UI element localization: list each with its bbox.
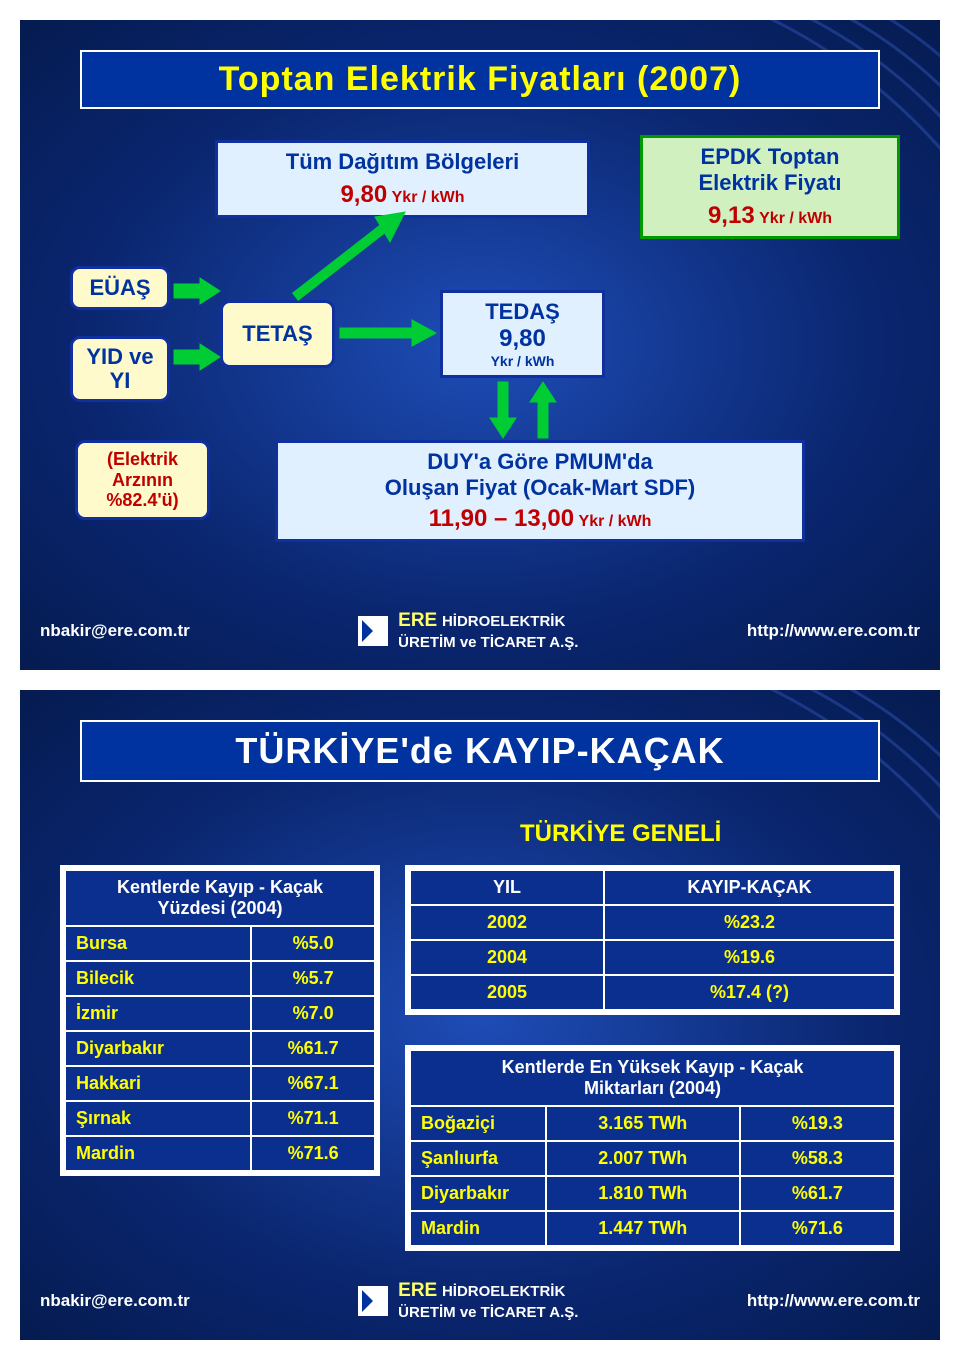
tetas-box: TETAŞ xyxy=(220,300,335,368)
logo-icon xyxy=(358,616,388,646)
table-cell-city: Bursa xyxy=(65,926,251,961)
table-cell-amount: 1.447 TWh xyxy=(546,1211,740,1246)
table-cell-pct: %19.3 xyxy=(740,1106,895,1141)
footer-email-2: nbakir@ere.com.tr xyxy=(40,1291,190,1311)
slide2-footer: nbakir@ere.com.tr ERE HİDROELEKTRİK ÜRET… xyxy=(20,1280,940,1322)
supply-l3: %82.4'ü) xyxy=(88,490,197,511)
duy-l2: Oluşan Fiyat (Ocak-Mart SDF) xyxy=(288,475,792,501)
logo-icon-2 xyxy=(358,1286,388,1316)
supply-l1: (Elektrik xyxy=(88,449,197,470)
table-cell-city: Bilecik xyxy=(65,961,251,996)
table-cell-pct: %71.6 xyxy=(740,1211,895,1246)
table-cell-pct: %61.7 xyxy=(251,1031,375,1066)
duy-value: 11,90 – 13,00 xyxy=(429,505,574,532)
arrow-tedas-duy-down xyxy=(490,382,516,443)
slide-title-text: Toptan Elektrik Fiyatları (2007) xyxy=(219,60,742,98)
table-cell-pct: %58.3 xyxy=(740,1141,895,1176)
epdk-unit: Ykr / kWh xyxy=(759,210,832,227)
table-cell-city: Boğaziçi xyxy=(410,1106,546,1141)
brand-sub1-2: HİDROELEKTRİK xyxy=(442,1283,565,1300)
arrow-yid-tetas xyxy=(174,344,220,375)
brand-name: ERE xyxy=(398,610,437,631)
slide-footer: nbakir@ere.com.tr ERE HİDROELEKTRİK ÜRET… xyxy=(20,610,940,652)
tedas-value: 9,80 xyxy=(453,325,592,353)
tetas-label: TETAŞ xyxy=(242,321,312,347)
year-col2: KAYIP-KAÇAK xyxy=(604,870,895,905)
left-hdr-l2: Yüzdesi (2004) xyxy=(157,898,282,918)
regions-box: Tüm Dağıtım Bölgeleri 9,80 Ykr / kWh xyxy=(215,140,590,218)
table-cell-loss: %19.6 xyxy=(604,940,895,975)
table-cell-year: 2002 xyxy=(410,905,604,940)
regions-unit: Ykr / kWh xyxy=(392,189,465,206)
yid-label: YID ve YI xyxy=(86,344,153,393)
arrow-euas-tetas xyxy=(174,278,220,309)
epdk-l1: EPDK Toptan xyxy=(653,144,887,170)
regions-value: 9,80 xyxy=(340,181,387,208)
year-col1: YIL xyxy=(410,870,604,905)
table-cell-pct: %7.0 xyxy=(251,996,375,1031)
footer-brand-2: ERE HİDROELEKTRİK ÜRETİM ve TİCARET A.Ş. xyxy=(358,1280,578,1322)
brand-sub2: ÜRETİM ve TİCARET A.Ş. xyxy=(398,634,578,651)
arrow-tetas-tedas xyxy=(340,320,436,351)
left-hdr-l1: Kentlerde Kayıp - Kaçak xyxy=(117,877,323,897)
max-hdr-l2: Miktarları (2004) xyxy=(584,1078,721,1098)
euas-label: EÜAŞ xyxy=(89,275,150,300)
max-table: Kentlerde En Yüksek Kayıp - Kaçak Miktar… xyxy=(405,1045,900,1251)
overall-title: TÜRKİYE GENELİ xyxy=(520,820,721,848)
year-table: YIL KAYIP-KAÇAK 2002%23.22004%19.62005%1… xyxy=(405,865,900,1015)
table-cell-city: Mardin xyxy=(410,1211,546,1246)
arrow-tetas-regions xyxy=(290,212,410,307)
table-cell-loss: %23.2 xyxy=(604,905,895,940)
footer-email: nbakir@ere.com.tr xyxy=(40,621,190,641)
table-cell-year: 2004 xyxy=(410,940,604,975)
table-cell-city: Mardin xyxy=(65,1136,251,1171)
table-cell-amount: 3.165 TWh xyxy=(546,1106,740,1141)
table-cell-pct: %5.7 xyxy=(251,961,375,996)
brand-sub2-2: ÜRETİM ve TİCARET A.Ş. xyxy=(398,1304,578,1321)
duy-l1: DUY'a Göre PMUM'da xyxy=(288,449,792,475)
duy-box: DUY'a Göre PMUM'da Oluşan Fiyat (Ocak-Ma… xyxy=(275,440,805,542)
slide2-title: TÜRKİYE'de KAYIP-KAÇAK xyxy=(80,720,880,782)
brand-name-2: ERE xyxy=(398,1280,437,1301)
tedas-label: TEDAŞ xyxy=(453,299,592,325)
yid-box: YID ve YI xyxy=(70,336,170,402)
epdk-l2: Elektrik Fiyatı xyxy=(653,170,887,196)
footer-url: http://www.ere.com.tr xyxy=(747,621,920,641)
table-cell-pct: %71.1 xyxy=(251,1101,375,1136)
max-hdr-l1: Kentlerde En Yüksek Kayıp - Kaçak xyxy=(502,1057,804,1077)
brand-sub1: HİDROELEKTRİK xyxy=(442,613,565,630)
table-cell-city: Şanlıurfa xyxy=(410,1141,546,1176)
footer-brand: ERE HİDROELEKTRİK ÜRETİM ve TİCARET A.Ş. xyxy=(358,610,578,652)
slide-2: TÜRKİYE'de KAYIP-KAÇAK TÜRKİYE GENELİ Ke… xyxy=(20,690,940,1340)
euas-box: EÜAŞ xyxy=(70,266,170,310)
table-cell-city: Hakkari xyxy=(65,1066,251,1101)
footer-url-2: http://www.ere.com.tr xyxy=(747,1291,920,1311)
table-cell-amount: 1.810 TWh xyxy=(546,1176,740,1211)
supply-l2: Arzının xyxy=(88,470,197,491)
left-table: Kentlerde Kayıp - Kaçak Yüzdesi (2004) B… xyxy=(60,865,380,1176)
supply-note: (Elektrik Arzının %82.4'ü) xyxy=(75,440,210,520)
table-cell-year: 2005 xyxy=(410,975,604,1010)
table-cell-pct: %71.6 xyxy=(251,1136,375,1171)
table-cell-loss: %17.4 (?) xyxy=(604,975,895,1010)
epdk-box: EPDK Toptan Elektrik Fiyatı 9,13 Ykr / k… xyxy=(640,135,900,239)
table-cell-pct: %61.7 xyxy=(740,1176,895,1211)
table-cell-city: Şırnak xyxy=(65,1101,251,1136)
regions-line1: Tüm Dağıtım Bölgeleri xyxy=(228,149,577,175)
tedas-unit: Ykr / kWh xyxy=(453,353,592,369)
tedas-box: TEDAŞ 9,80 Ykr / kWh xyxy=(440,290,605,378)
arrow-duy-tedas-up xyxy=(530,382,556,443)
table-cell-pct: %5.0 xyxy=(251,926,375,961)
table-cell-pct: %67.1 xyxy=(251,1066,375,1101)
table-cell-amount: 2.007 TWh xyxy=(546,1141,740,1176)
slide-title: Toptan Elektrik Fiyatları (2007) xyxy=(80,50,880,109)
epdk-value: 9,13 xyxy=(708,202,755,229)
duy-unit: Ykr / kWh xyxy=(579,513,652,530)
slide-1: Toptan Elektrik Fiyatları (2007) Tüm Dağ… xyxy=(20,20,940,670)
slide2-title-text: TÜRKİYE'de KAYIP-KAÇAK xyxy=(235,730,724,771)
table-cell-city: İzmir xyxy=(65,996,251,1031)
table-cell-city: Diyarbakır xyxy=(410,1176,546,1211)
table-cell-city: Diyarbakır xyxy=(65,1031,251,1066)
